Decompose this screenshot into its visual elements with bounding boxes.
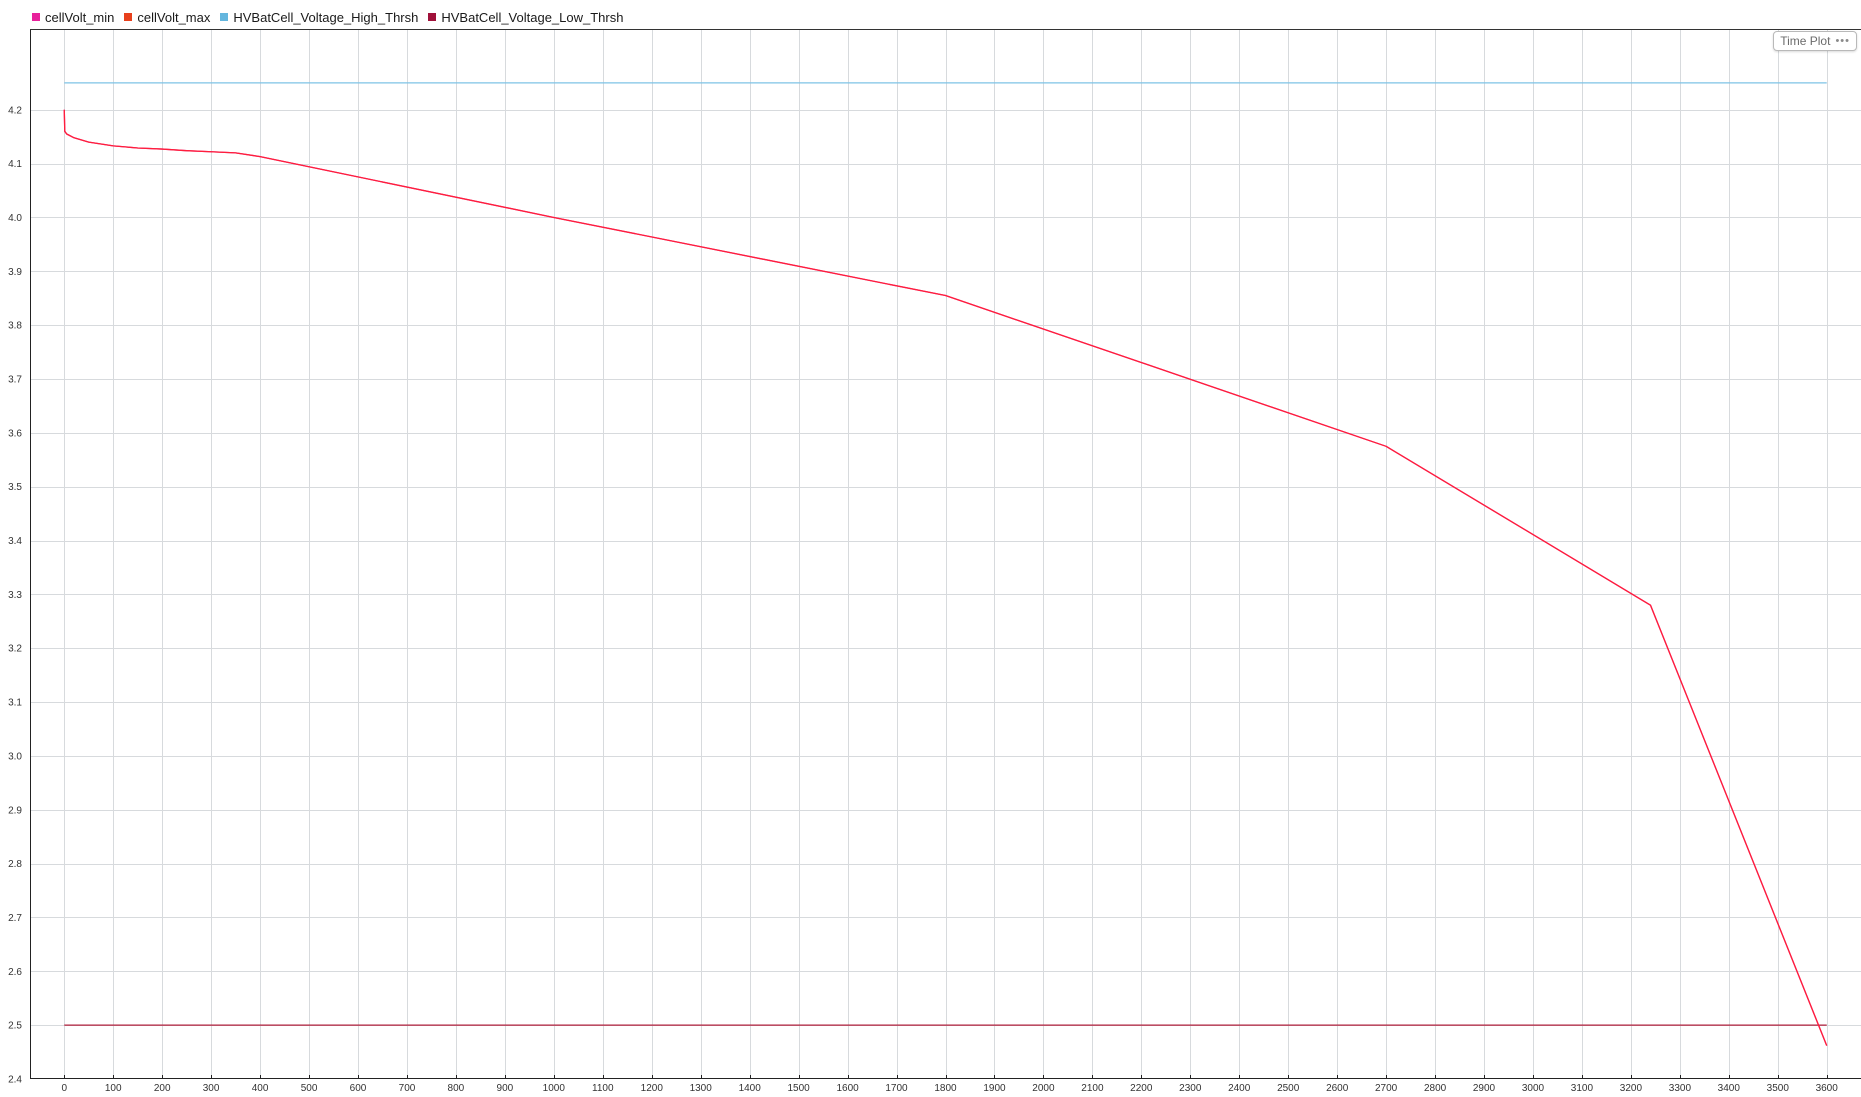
- x-tick-label: 200: [154, 1083, 171, 1094]
- x-tick-label: 2200: [1130, 1083, 1153, 1094]
- x-tick-label: 2900: [1473, 1083, 1496, 1094]
- y-tick-label: 3.6: [8, 428, 22, 439]
- y-tick-label: 3.0: [8, 751, 22, 762]
- y-tick-label: 4.0: [8, 213, 22, 224]
- x-tick-label: 2800: [1424, 1083, 1447, 1094]
- legend-swatch: [220, 13, 229, 21]
- x-tick-label: 1000: [543, 1083, 566, 1094]
- legend-label: HVBatCell_Voltage_Low_Thrsh: [441, 9, 624, 25]
- series-line-cellvolt-max: [63, 109, 1828, 1046]
- x-tick-label: 2000: [1032, 1083, 1055, 1094]
- legend-swatch: [428, 13, 437, 21]
- y-tick-label: 4.2: [8, 105, 22, 116]
- more-options-icon: •••: [1835, 35, 1850, 47]
- series: [63, 82, 1828, 1046]
- y-tick-label: 3.4: [8, 536, 22, 547]
- legend-label: cellVolt_max: [137, 9, 211, 25]
- y-tick-label: 3.3: [8, 590, 22, 601]
- x-tick-label: 3600: [1816, 1083, 1839, 1094]
- y-tick-label: 2.8: [8, 859, 22, 870]
- legend-item-low-thrsh[interactable]: HVBatCell_Voltage_Low_Thrsh: [428, 10, 623, 25]
- x-tick-label: 2100: [1081, 1083, 1104, 1094]
- x-tick-label: 1500: [787, 1083, 810, 1094]
- legend-swatch: [32, 13, 40, 21]
- x-tick-label: 0: [62, 1083, 68, 1094]
- x-tick-label: 2400: [1228, 1083, 1251, 1094]
- y-tick-label: 3.9: [8, 267, 22, 278]
- x-tick-label: 2300: [1179, 1083, 1202, 1094]
- legend-item-cellvolt-max[interactable]: cellVolt_max: [124, 10, 210, 25]
- legend-label: cellVolt_min: [45, 9, 115, 25]
- y-tick-label: 2.5: [8, 1021, 22, 1032]
- x-tick-label: 3400: [1718, 1083, 1741, 1094]
- x-tick-label: 400: [252, 1083, 269, 1094]
- x-tick-label: 3000: [1522, 1083, 1545, 1094]
- y-tick-label: 2.4: [8, 1075, 22, 1086]
- y-tick-label: 2.9: [8, 805, 22, 816]
- x-tick-label: 2600: [1326, 1083, 1349, 1094]
- x-tick-label: 1400: [739, 1083, 762, 1094]
- x-tick-label: 1600: [836, 1083, 859, 1094]
- x-tick-label: 300: [203, 1083, 220, 1094]
- x-tick-label: 1800: [934, 1083, 957, 1094]
- legend-label: HVBatCell_Voltage_High_Thrsh: [233, 9, 419, 25]
- x-tick-label: 1100: [592, 1083, 614, 1094]
- x-tick-label: 700: [399, 1083, 416, 1094]
- plot-area[interactable]: [30, 29, 1861, 1079]
- time-plot-menu-button[interactable]: Time Plot •••: [1773, 31, 1857, 51]
- legend-swatch: [124, 13, 133, 21]
- x-tick-label: 3200: [1620, 1083, 1643, 1094]
- axes: [30, 29, 1861, 1079]
- x-tick-label: 100: [105, 1083, 122, 1094]
- y-tick-label: 3.2: [8, 644, 22, 655]
- y-tick-label: 4.1: [8, 159, 22, 170]
- y-tick-label: 3.8: [8, 321, 22, 332]
- x-tick-label: 2500: [1277, 1083, 1300, 1094]
- y-tick-label: 3.5: [8, 482, 22, 493]
- y-tick-label: 2.6: [8, 967, 22, 978]
- y-tick-label: 3.7: [8, 375, 22, 386]
- legend-item-high-thrsh[interactable]: HVBatCell_Voltage_High_Thrsh: [220, 10, 418, 25]
- y-tick-label: 3.1: [8, 698, 22, 709]
- grid: [30, 29, 1861, 1079]
- plot-background: [30, 29, 1861, 1079]
- x-tick-label: 800: [448, 1083, 465, 1094]
- x-tick-label: 1900: [983, 1083, 1006, 1094]
- x-tick-label: 600: [350, 1083, 367, 1094]
- x-tick-label: 1300: [690, 1083, 713, 1094]
- legend-item-cellvolt-min[interactable]: cellVolt_min: [32, 10, 114, 25]
- time-plot-label: Time Plot: [1780, 34, 1831, 48]
- x-tick-label: 900: [497, 1083, 514, 1094]
- y-tick-label: 2.7: [8, 913, 22, 924]
- x-tick-label: 3500: [1767, 1083, 1790, 1094]
- x-tick-label: 500: [301, 1083, 318, 1094]
- x-tick-label: 1700: [885, 1083, 908, 1094]
- x-tick-label: 1200: [641, 1083, 664, 1094]
- x-tick-label: 3300: [1669, 1083, 1692, 1094]
- x-tick-label: 3100: [1571, 1083, 1594, 1094]
- legend: cellVolt_min cellVolt_max HVBatCell_Volt…: [32, 8, 633, 26]
- x-tick-label: 2700: [1375, 1083, 1398, 1094]
